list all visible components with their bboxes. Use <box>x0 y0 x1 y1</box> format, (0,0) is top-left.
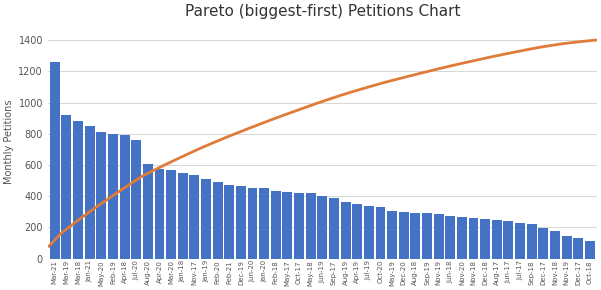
Bar <box>538 228 548 259</box>
Bar <box>213 182 222 259</box>
Bar <box>73 121 83 259</box>
Bar <box>352 204 362 259</box>
Bar <box>434 214 444 259</box>
Bar <box>131 140 141 259</box>
Bar <box>85 126 94 259</box>
Bar <box>201 179 211 259</box>
Bar <box>143 164 153 259</box>
Bar <box>120 135 130 259</box>
Bar <box>492 220 502 259</box>
Bar <box>341 202 350 259</box>
Bar <box>422 213 432 259</box>
Bar <box>108 134 118 259</box>
Bar <box>526 224 537 259</box>
Bar <box>166 171 176 259</box>
Bar <box>96 132 106 259</box>
Bar <box>457 217 467 259</box>
Bar <box>573 238 583 259</box>
Bar <box>585 241 595 259</box>
Bar <box>399 212 409 259</box>
Bar <box>550 231 560 259</box>
Y-axis label: Monthly Petitions: Monthly Petitions <box>4 99 14 184</box>
Title: Pareto (biggest-first) Petitions Chart: Pareto (biggest-first) Petitions Chart <box>185 4 460 19</box>
Bar <box>480 219 490 259</box>
Bar <box>271 191 281 259</box>
Bar <box>306 193 316 259</box>
Bar <box>282 192 292 259</box>
Bar <box>236 186 246 259</box>
Bar <box>469 218 478 259</box>
Bar <box>224 184 234 259</box>
Bar <box>329 198 339 259</box>
Bar <box>445 216 455 259</box>
Bar <box>178 173 188 259</box>
Bar <box>61 115 72 259</box>
Bar <box>376 207 385 259</box>
Bar <box>189 175 200 259</box>
Bar <box>387 211 397 259</box>
Bar <box>259 188 269 259</box>
Bar <box>317 196 328 259</box>
Bar <box>154 169 165 259</box>
Bar <box>364 206 374 259</box>
Bar <box>294 193 304 259</box>
Bar <box>50 62 59 259</box>
Bar <box>248 188 257 259</box>
Bar <box>410 213 420 259</box>
Bar <box>515 223 525 259</box>
Bar <box>562 236 572 259</box>
Bar <box>504 221 513 259</box>
